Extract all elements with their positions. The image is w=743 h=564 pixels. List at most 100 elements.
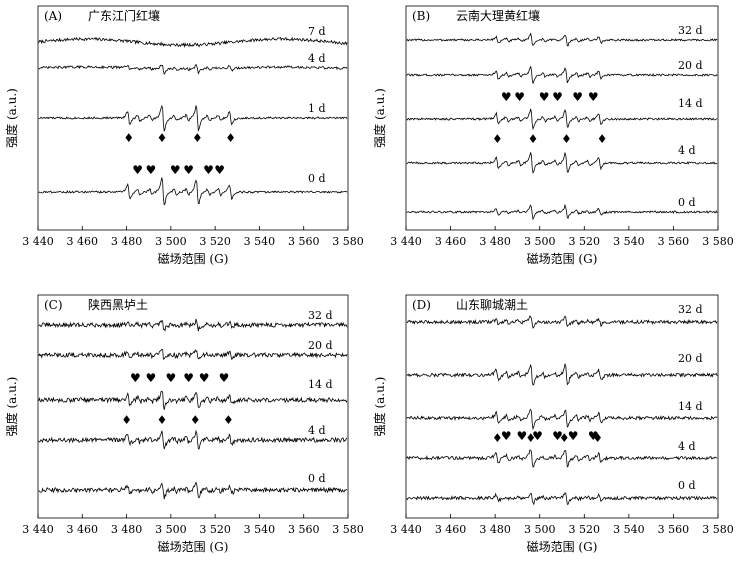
- y-axis-label: 强度 (a.u.): [4, 377, 19, 437]
- x-tick-label: 3 540: [613, 523, 645, 536]
- plot-frame: [405, 5, 719, 231]
- y-axis-label: 强度 (a.u.): [372, 88, 387, 148]
- panel-title: 陕西黑垆土: [88, 297, 148, 312]
- diamond-marker: ♦: [192, 131, 203, 145]
- series-label: 0 d: [308, 472, 326, 485]
- heart-marker: ♥: [214, 163, 225, 177]
- x-tick-label: 3 460: [435, 235, 467, 248]
- series-label: 4 d: [308, 424, 326, 437]
- x-tick-label: 3 520: [199, 523, 231, 536]
- heart-marker: ♥: [514, 90, 525, 104]
- plot-frame: [37, 294, 349, 519]
- series-line: [406, 151, 718, 174]
- panel-d: 3 440 3 460 3 480 3 500 3 520 3 540 3 560 3 580…: [372, 294, 734, 554]
- x-tick-label: 3 500: [524, 523, 556, 536]
- series-line: [406, 65, 718, 84]
- series-label: 7 d: [308, 25, 326, 38]
- series-line: [38, 318, 348, 332]
- series-line: [38, 104, 348, 133]
- diamond-marker: ♦: [123, 131, 134, 145]
- series-line: [406, 408, 718, 431]
- heart-marker: ♥: [219, 371, 230, 385]
- series-label: 32 d: [308, 309, 333, 322]
- series-label: 32 d: [678, 303, 703, 316]
- panel-label: (A): [44, 9, 62, 23]
- series-label: 20 d: [678, 59, 703, 72]
- series-line: [406, 363, 718, 386]
- series-label: 4 d: [308, 52, 326, 65]
- x-tick-label: 3 580: [702, 523, 734, 536]
- series-line: [38, 429, 348, 450]
- diamond-marker: ♦: [525, 431, 536, 445]
- panel-a: 3 440 3 460 3 480 3 500 3 520 3 540 3 560 3 580…: [4, 5, 364, 266]
- series-line: [38, 36, 348, 48]
- x-tick-label: 3 480: [479, 235, 511, 248]
- series-line: [38, 177, 348, 206]
- panel-c: 3 440 3 460 3 480 3 500 3 520 3 540 3 560 3 580…: [4, 294, 364, 554]
- x-axis-label: 磁场范围 (G): [527, 539, 598, 554]
- x-tick-label: 3 540: [244, 523, 276, 536]
- diamond-marker: ♦: [528, 132, 539, 146]
- series-line: [406, 108, 718, 131]
- heart-marker: ♥: [170, 163, 181, 177]
- x-tick-label: 3 520: [199, 235, 231, 248]
- diamond-marker: ♦: [190, 413, 201, 427]
- series-label: 32 d: [678, 24, 703, 37]
- x-axis-label: 磁场范围 (G): [527, 251, 598, 266]
- heart-marker: ♥: [501, 90, 512, 104]
- diamond-marker: ♦: [559, 431, 570, 445]
- x-tick-label: 3 500: [155, 523, 187, 536]
- x-axis-label: 磁场范围 (G): [158, 539, 229, 554]
- x-tick-label: 3 480: [111, 235, 143, 248]
- diamond-marker: ♦: [157, 413, 168, 427]
- x-tick-label: 3 560: [288, 235, 320, 248]
- x-tick-label: 3 500: [155, 235, 187, 248]
- x-tick-label: 3 440: [22, 523, 54, 536]
- series-label: 14 d: [678, 400, 703, 413]
- x-tick-label: 3 460: [67, 523, 99, 536]
- x-tick-label: 3 560: [658, 235, 690, 248]
- diamond-marker: ♦: [492, 132, 503, 146]
- diamond-marker: ♦: [225, 131, 236, 145]
- y-axis-label: 强度 (a.u.): [372, 377, 387, 437]
- panel-title: 云南大理黄红壤: [456, 8, 540, 23]
- heart-marker: ♥: [183, 163, 194, 177]
- panel-label: (B): [412, 9, 430, 23]
- diamond-marker: ♦: [592, 431, 603, 445]
- series-label: 14 d: [308, 378, 333, 391]
- diamond-marker: ♦: [121, 413, 132, 427]
- heart-marker: ♥: [588, 429, 599, 443]
- heart-marker: ♥: [130, 371, 141, 385]
- series-label: 0 d: [678, 196, 696, 209]
- heart-marker: ♥: [552, 90, 563, 104]
- x-tick-label: 3 540: [613, 235, 645, 248]
- heart-marker: ♥: [165, 371, 176, 385]
- x-tick-label: 3 440: [390, 523, 422, 536]
- series-label: 20 d: [308, 339, 333, 352]
- heart-marker: ♥: [568, 429, 579, 443]
- panel-b: 3 440 3 460 3 480 3 500 3 520 3 540 3 560 3 580…: [372, 5, 734, 266]
- series-label: 1 d: [308, 102, 326, 115]
- series-line: [38, 390, 348, 410]
- x-tick-label: 3 440: [22, 235, 54, 248]
- series-line: [406, 32, 718, 47]
- x-tick-label: 3 560: [658, 523, 690, 536]
- heart-marker: ♥: [146, 371, 157, 385]
- y-axis-label: 强度 (a.u.): [4, 88, 19, 148]
- series-label: 4 d: [678, 440, 696, 453]
- x-tick-label: 3 540: [244, 235, 276, 248]
- x-tick-label: 3 580: [332, 523, 364, 536]
- panel-title: 山东聊城潮土: [456, 297, 528, 312]
- heart-marker: ♥: [183, 371, 194, 385]
- series-line: [38, 348, 348, 360]
- plot-frame: [405, 294, 719, 519]
- series-line: [38, 481, 348, 500]
- diamond-marker: ♦: [157, 131, 168, 145]
- x-tick-label: 3 480: [111, 523, 143, 536]
- series-label: 20 d: [678, 352, 703, 365]
- x-tick-label: 3 440: [390, 235, 422, 248]
- series-label: 0 d: [678, 479, 696, 492]
- heart-marker: ♥: [532, 429, 543, 443]
- x-tick-label: 3 580: [332, 235, 364, 248]
